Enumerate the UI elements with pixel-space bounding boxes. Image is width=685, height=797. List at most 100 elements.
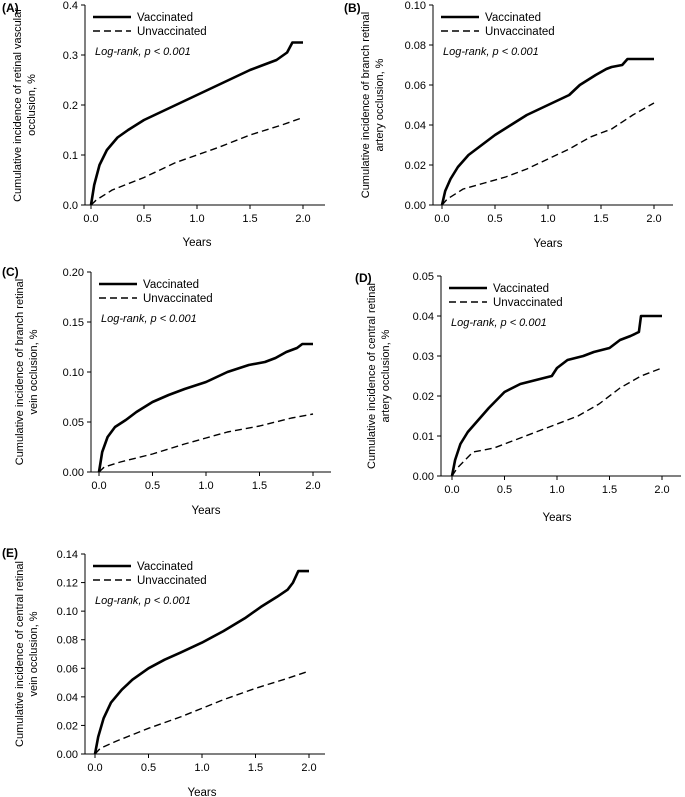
- panel-label: (D): [355, 271, 372, 285]
- panel-label: (E): [2, 546, 18, 560]
- y-axis-title-line: occlusion, %: [26, 74, 38, 136]
- annotation-logrank: Log-rank, p < 0.001: [95, 46, 191, 58]
- y-axis-title-line: artery occlusion, %: [374, 58, 386, 151]
- legend-label-vaccinated: Vaccinated: [137, 12, 193, 24]
- x-tick-label: 2.0: [305, 480, 320, 492]
- x-tick-label: 1.0: [549, 484, 564, 496]
- series-line-unvaccinated: [441, 102, 655, 206]
- chart-panel-d: (D) 0.00 0.01 0.02 0.03 0.04 0.05 0.0 0.5 1.0 1.5 2…: [355, 271, 681, 524]
- legend-label-unvaccinated: Unvaccinated: [137, 575, 207, 587]
- chart-panel-e: (E) 0.00 0.02 0.04 0.06 0.08 0.10 0.12 0.14 0.0 0.…: [2, 546, 325, 797]
- y-tick-label: 0.04: [57, 692, 78, 704]
- y-tick-label: 0.05: [63, 417, 84, 429]
- series-line-vaccinated: [93, 569, 309, 755]
- x-tick-label: 2.0: [646, 213, 661, 225]
- chart-panel-a: (A) 0.0 0.1 0.2 0.3 0.4 0.0 0.5 1.0 1.5 2.0 Years Cu…: [2, 0, 325, 249]
- x-axis-title: Years: [534, 238, 563, 250]
- y-tick-label: 0.04: [413, 311, 434, 323]
- y-axis-title: Cumulative incidence of branch retinal ve…: [14, 279, 40, 466]
- series-line-unvaccinated: [94, 670, 310, 755]
- legend-label-vaccinated: Vaccinated: [485, 12, 541, 24]
- y-tick-label: 0.14: [57, 549, 78, 561]
- legend-label-unvaccinated: Unvaccinated: [485, 26, 555, 38]
- y-tick-label: 0.02: [405, 160, 426, 172]
- x-tick-label: 1.0: [198, 480, 213, 492]
- x-tick-label: 0.5: [145, 480, 160, 492]
- annotation-logrank: Log-rank, p < 0.001: [451, 317, 547, 329]
- x-tick-label: 2.0: [654, 484, 669, 496]
- y-tick-label: 0.10: [405, 0, 426, 12]
- legend-label-unvaccinated: Unvaccinated: [137, 26, 207, 38]
- y-axis-title-line: Cumulative incidence of central retinal: [366, 283, 378, 469]
- y-axis-title: Cumulative incidence of central retinal v…: [14, 561, 40, 747]
- annotation-logrank: Log-rank, p < 0.001: [443, 46, 539, 58]
- x-tick-label: 1.5: [242, 213, 257, 225]
- series-line-unvaccinated: [90, 116, 304, 206]
- x-tick-label: 1.0: [189, 213, 204, 225]
- legend-label-vaccinated: Vaccinated: [143, 279, 199, 291]
- chart-panel-c: (C) 0.00 0.05 0.10 0.15 0.20 0.0 0.5 1.0 1.5 2.0 Ye…: [2, 265, 331, 517]
- x-tick-label: 0.5: [136, 213, 151, 225]
- y-tick-label: 0.00: [405, 200, 426, 212]
- y-tick-label: 0.00: [57, 749, 78, 761]
- y-axis-title-line: vein occlusion, %: [28, 611, 40, 696]
- y-tick-label: 0.02: [57, 720, 78, 732]
- x-tick-label: 0.0: [83, 213, 98, 225]
- y-tick-label: 0.08: [405, 40, 426, 52]
- annotation-logrank: Log-rank, p < 0.001: [95, 595, 191, 607]
- panel-label: (B): [344, 1, 361, 15]
- y-axis-title: Cumulative incidence of retinal vascular…: [12, 8, 38, 202]
- x-tick-label: 2.0: [301, 762, 316, 774]
- series-line-vaccinated: [450, 314, 662, 477]
- series-line-vaccinated: [89, 41, 303, 206]
- y-tick-label: 0.01: [413, 431, 434, 443]
- x-axis-title: Years: [192, 505, 221, 517]
- y-tick-label: 0.06: [405, 80, 426, 92]
- y-axis-title-line: vein occlusion, %: [28, 329, 40, 414]
- y-tick-label: 0.10: [57, 606, 78, 618]
- y-tick-label: 0.20: [63, 267, 84, 279]
- x-tick-label: 1.5: [602, 484, 617, 496]
- y-tick-label: 0.3: [63, 50, 78, 62]
- x-axis-title: Years: [543, 512, 572, 524]
- legend-label-vaccinated: Vaccinated: [493, 283, 549, 295]
- x-tick-label: 1.5: [248, 762, 263, 774]
- x-tick-label: 1.5: [252, 480, 267, 492]
- y-tick-label: 0.12: [57, 578, 78, 590]
- legend-label-unvaccinated: Unvaccinated: [143, 293, 213, 305]
- y-tick-label: 0.0: [63, 200, 78, 212]
- y-tick-label: 0.02: [413, 391, 434, 403]
- x-tick-label: 0.0: [91, 480, 106, 492]
- y-tick-label: 0.00: [63, 467, 84, 479]
- x-tick-label: 0.0: [444, 484, 459, 496]
- y-tick-label: 0.4: [63, 0, 78, 12]
- y-axis-title: Cumulative incidence of central retinal a…: [366, 283, 392, 469]
- y-tick-label: 0.05: [413, 271, 434, 283]
- y-tick-label: 0.1: [63, 150, 78, 162]
- y-axis-title-line: Cumulative incidence of branch retinal: [14, 279, 26, 466]
- y-axis-title-line: artery occlusion, %: [380, 329, 392, 422]
- y-axis-title: Cumulative incidence of branch retinal ar…: [360, 12, 386, 199]
- series-line-unvaccinated: [98, 413, 314, 473]
- y-tick-label: 0.08: [57, 635, 78, 647]
- y-tick-label: 0.10: [63, 367, 84, 379]
- x-axis-title: Years: [188, 787, 217, 797]
- x-tick-label: 1.5: [593, 213, 608, 225]
- x-tick-label: 1.0: [540, 213, 555, 225]
- x-tick-label: 2.0: [295, 213, 310, 225]
- panel-label: (A): [2, 1, 19, 15]
- series-line-unvaccinated: [451, 367, 663, 477]
- x-tick-label: 0.0: [434, 213, 449, 225]
- y-axis-title-line: Cumulative incidence of retinal vascular: [12, 8, 24, 202]
- y-tick-label: 0.06: [57, 663, 78, 675]
- chart-panel-b: (B) 0.00 0.02 0.04 0.06 0.08 0.10 0.0 0.5 1.0 1.5 2…: [344, 0, 673, 250]
- legend-label-unvaccinated: Unvaccinated: [493, 297, 563, 309]
- y-tick-label: 0.2: [63, 100, 78, 112]
- y-axis-title-line: Cumulative incidence of central retinal: [14, 561, 26, 747]
- x-tick-label: 0.5: [497, 484, 512, 496]
- x-tick-label: 0.5: [141, 762, 156, 774]
- legend-label-vaccinated: Vaccinated: [137, 561, 193, 573]
- panel-label: (C): [2, 265, 19, 279]
- y-tick-label: 0.15: [63, 317, 84, 329]
